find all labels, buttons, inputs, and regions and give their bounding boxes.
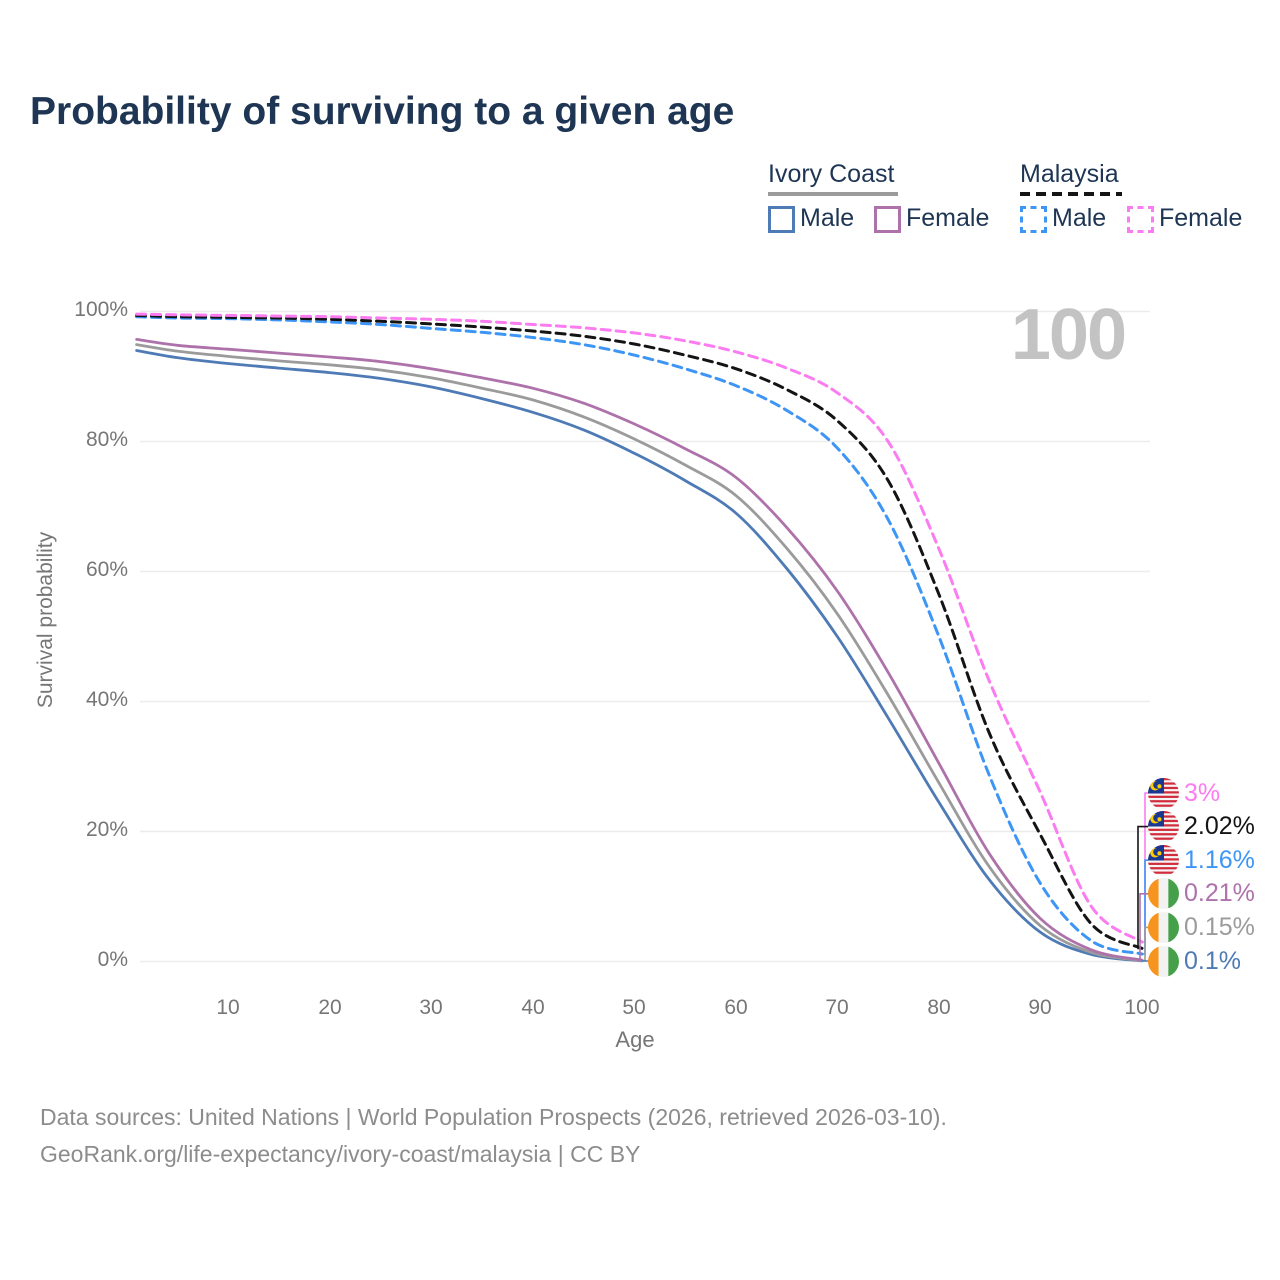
x-tick-60: 60 — [724, 996, 748, 1019]
x-tick-90: 90 — [1028, 996, 1052, 1019]
end-label-row-malaysia-combined: 2.02% — [1148, 810, 1255, 844]
y-tick-80: 80% — [85, 428, 128, 451]
legend-swatch-malaysia-male[interactable] — [1020, 206, 1047, 233]
legend-label-ivory-coast-male[interactable]: Male — [800, 204, 855, 232]
legend-label-malaysia-male[interactable]: Male — [1052, 204, 1107, 232]
x-tick-20: 20 — [318, 996, 342, 1019]
end-label-row-ivory-coast-combined: 0.15% — [1148, 910, 1255, 944]
x-tick-30: 30 — [419, 996, 443, 1019]
end-label-value: 2.02% — [1184, 812, 1255, 841]
y-tick-40: 40% — [85, 688, 128, 711]
data-source-text: Data sources: United Nations | World Pop… — [40, 1104, 947, 1130]
curve-ivory-coast-combined[interactable] — [135, 343, 1144, 962]
end-label-value: 0.15% — [1184, 912, 1255, 941]
end-label-value: 3% — [1184, 778, 1221, 807]
ivory-coast-flag-icon — [1148, 946, 1179, 977]
curve-malaysia-male[interactable] — [135, 315, 1144, 956]
end-label-row-ivory-coast-female: 0.21% — [1148, 877, 1255, 911]
curve-ivory-coast-female[interactable] — [135, 338, 1144, 962]
end-label-row-malaysia-male: 1.16% — [1148, 843, 1255, 877]
end-label-value: 1.16% — [1184, 845, 1255, 874]
curve-ivory-coast-male[interactable] — [135, 349, 1144, 963]
x-tick-70: 70 — [825, 996, 849, 1019]
malaysia-flag-icon — [1148, 845, 1179, 876]
ivory-coast-flag-icon — [1148, 878, 1179, 909]
end-label-value: 0.1% — [1184, 946, 1241, 975]
page-title: Probability of surviving to a given age — [30, 90, 735, 133]
x-tick-50: 50 — [622, 996, 646, 1019]
legend-swatch-ivory-coast-female[interactable] — [874, 206, 901, 233]
attribution-link-text: GeoRank.org/life-expectancy/ivory-coast/… — [40, 1141, 641, 1167]
y-tick-20: 20% — [85, 818, 128, 841]
ivory-coast-solid-line-sample — [768, 192, 898, 196]
curve-malaysia-female[interactable] — [135, 312, 1144, 944]
x-tick-80: 80 — [927, 996, 951, 1019]
y-tick-60: 60% — [85, 558, 128, 581]
end-label-connector — [1142, 859, 1150, 955]
end-label-row-malaysia-female: 3% — [1148, 776, 1220, 810]
malaysia-dashed-line-sample — [1020, 192, 1122, 196]
curve-malaysia-combined[interactable] — [135, 313, 1144, 950]
x-tick-40: 40 — [521, 996, 545, 1019]
y-tick-100: 100% — [74, 298, 128, 321]
age-watermark: 100 — [1010, 295, 1127, 375]
y-axis-title: Survival probability — [34, 531, 57, 709]
legend-swatch-malaysia-female[interactable] — [1127, 206, 1154, 233]
legend-group-title-ivory-coast[interactable]: Ivory Coast — [768, 160, 895, 188]
legend-group-title-malaysia[interactable]: Malaysia — [1020, 160, 1119, 188]
end-label-row-ivory-coast-male: 0.1% — [1148, 944, 1241, 978]
legend-label-malaysia-female[interactable]: Female — [1159, 204, 1243, 232]
legend-swatch-ivory-coast-male[interactable] — [768, 206, 795, 233]
x-axis-title: Age — [615, 1027, 655, 1052]
end-label-value: 0.21% — [1184, 879, 1255, 908]
legend-label-ivory-coast-female[interactable]: Female — [906, 204, 990, 232]
y-tick-0: 0% — [97, 948, 128, 971]
end-label-connector — [1139, 893, 1150, 961]
ivory-coast-flag-icon — [1148, 912, 1179, 943]
x-tick-10: 10 — [216, 996, 240, 1019]
x-tick-100: 100 — [1124, 996, 1160, 1019]
malaysia-flag-icon — [1148, 778, 1179, 809]
malaysia-flag-icon — [1148, 811, 1179, 842]
